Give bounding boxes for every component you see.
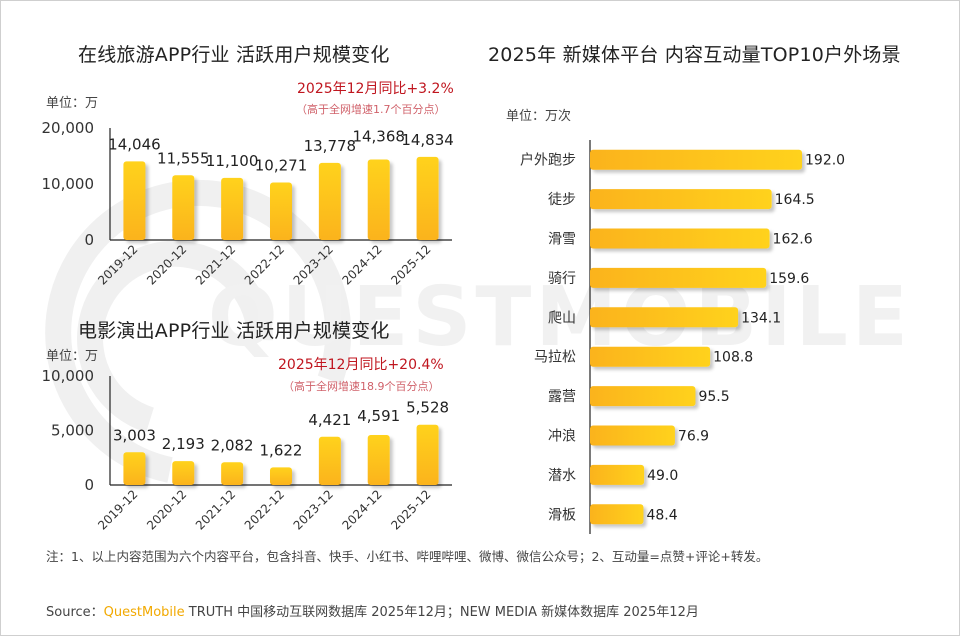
chart2-ytick-label: 0 [84,476,94,494]
chart3-category-label: 户外跑步 [520,152,576,169]
chart3-value-label: 95.5 [698,389,729,405]
chart3-category-label: 徒步 [548,192,576,208]
chart3-category-label: 滑雪 [548,231,576,248]
chart3-bar [590,307,739,328]
chart1-value-label: 13,778 [304,137,357,155]
source-prefix: Source： [46,605,104,620]
chart1-value-label: 11,555 [157,149,210,167]
chart2-value-label: 2,082 [211,436,254,454]
chart1-ytick-label: 10,000 [42,175,95,193]
chart2-value-label: 2,193 [162,435,205,453]
chart1-unit: 单位：万 [46,96,99,111]
chart2-value-label: 4,591 [357,407,400,425]
chart3-bar [590,149,802,170]
chart3-bar [590,228,770,249]
chart1-bar [367,159,390,240]
chart2-value-label: 4,421 [308,411,351,429]
chart3-bar [590,386,696,407]
chart2-ytick-label: 5,000 [51,422,94,440]
chart2-bar [416,424,439,485]
chart3-value-label: 162.6 [773,232,813,248]
chart3-unit: 单位：万次 [506,109,572,124]
chart1-value-label: 14,046 [108,135,161,153]
chart1-bar [318,162,341,240]
chart2-bar [172,461,195,485]
chart2-yoy-note: （高于全网增速18.9个百分点） [283,380,440,393]
chart3-category-label: 滑板 [548,506,576,523]
chart3-bar [590,425,675,446]
chart1-value-label: 14,834 [401,131,454,149]
chart1-bar [172,175,195,240]
source-line: Source：QuestMobile TRUTH 中国移动互联网数据库 2025… [46,601,699,620]
chart3-category-label: 潜水 [548,468,576,484]
chart1-ytick-label: 0 [84,231,94,249]
chart3-bar [590,267,767,288]
chart1-yoy: 2025年12月同比+3.2% [297,81,454,97]
chart3-value-label: 192.0 [805,153,845,169]
chart2-bar [123,452,146,485]
chart3-bar [590,346,711,367]
chart1-bar [416,156,439,240]
chart1-bar [123,161,146,240]
chart2-value-label: 1,622 [260,441,303,459]
chart1-yoy-note: （高于全网增速1.7个百分点） [296,103,446,116]
chart3-category-label: 冲浪 [548,429,576,445]
chart2-ytick-label: 10,000 [42,367,95,385]
source-brand: QuestMobile [103,605,185,620]
chart2-unit: 单位：万 [46,349,99,364]
chart1-bar [270,182,292,240]
chart2-bar [270,467,292,485]
chart3-value-label: 134.1 [741,310,781,326]
chart3-value-label: 48.4 [646,507,677,523]
chart1-value-label: 10,271 [255,156,308,174]
chart2-yoy: 2025年12月同比+20.4% [278,357,444,373]
chart2-bar [367,434,390,485]
chart1-ytick-label: 20,000 [42,119,95,137]
chart3-value-label: 164.5 [775,192,815,208]
chart1-value-label: 11,100 [206,152,259,170]
chart1-value-label: 14,368 [352,128,405,146]
footnote: 注：1、以上内容范围为六个内容平台，包含抖音、快手、小红书、哔哩哔哩、微博、微信… [46,549,769,564]
chart3-bar [590,504,644,525]
chart3-bar [590,464,645,485]
chart3-category-label: 露营 [548,389,576,405]
chart1-bar [221,177,244,240]
chart2-title: 电影演出APP行业 活跃用户规模变化 [78,320,390,342]
chart3-category-label: 爬山 [548,310,576,326]
chart3-category-label: 骑行 [548,271,576,287]
chart3-bar [590,189,772,210]
chart2-bar [318,436,341,485]
chart1-title: 在线旅游APP行业 活跃用户规模变化 [78,44,390,66]
chart3-title: 2025年 新媒体平台 内容互动量TOP10户外场景 [488,44,901,66]
chart3-category-label: 马拉松 [534,350,576,366]
chart2-value-label: 5,528 [406,399,449,417]
source-rest: TRUTH 中国移动互联网数据库 2025年12月；NEW MEDIA 新媒体数… [184,605,699,620]
chart2-value-label: 3,003 [113,426,156,444]
chart3-value-label: 76.9 [678,429,709,445]
chart2-bar [221,462,244,485]
chart3-value-label: 159.6 [769,271,809,287]
chart3-value-label: 49.0 [647,468,678,484]
chart3-value-label: 108.8 [713,350,753,366]
